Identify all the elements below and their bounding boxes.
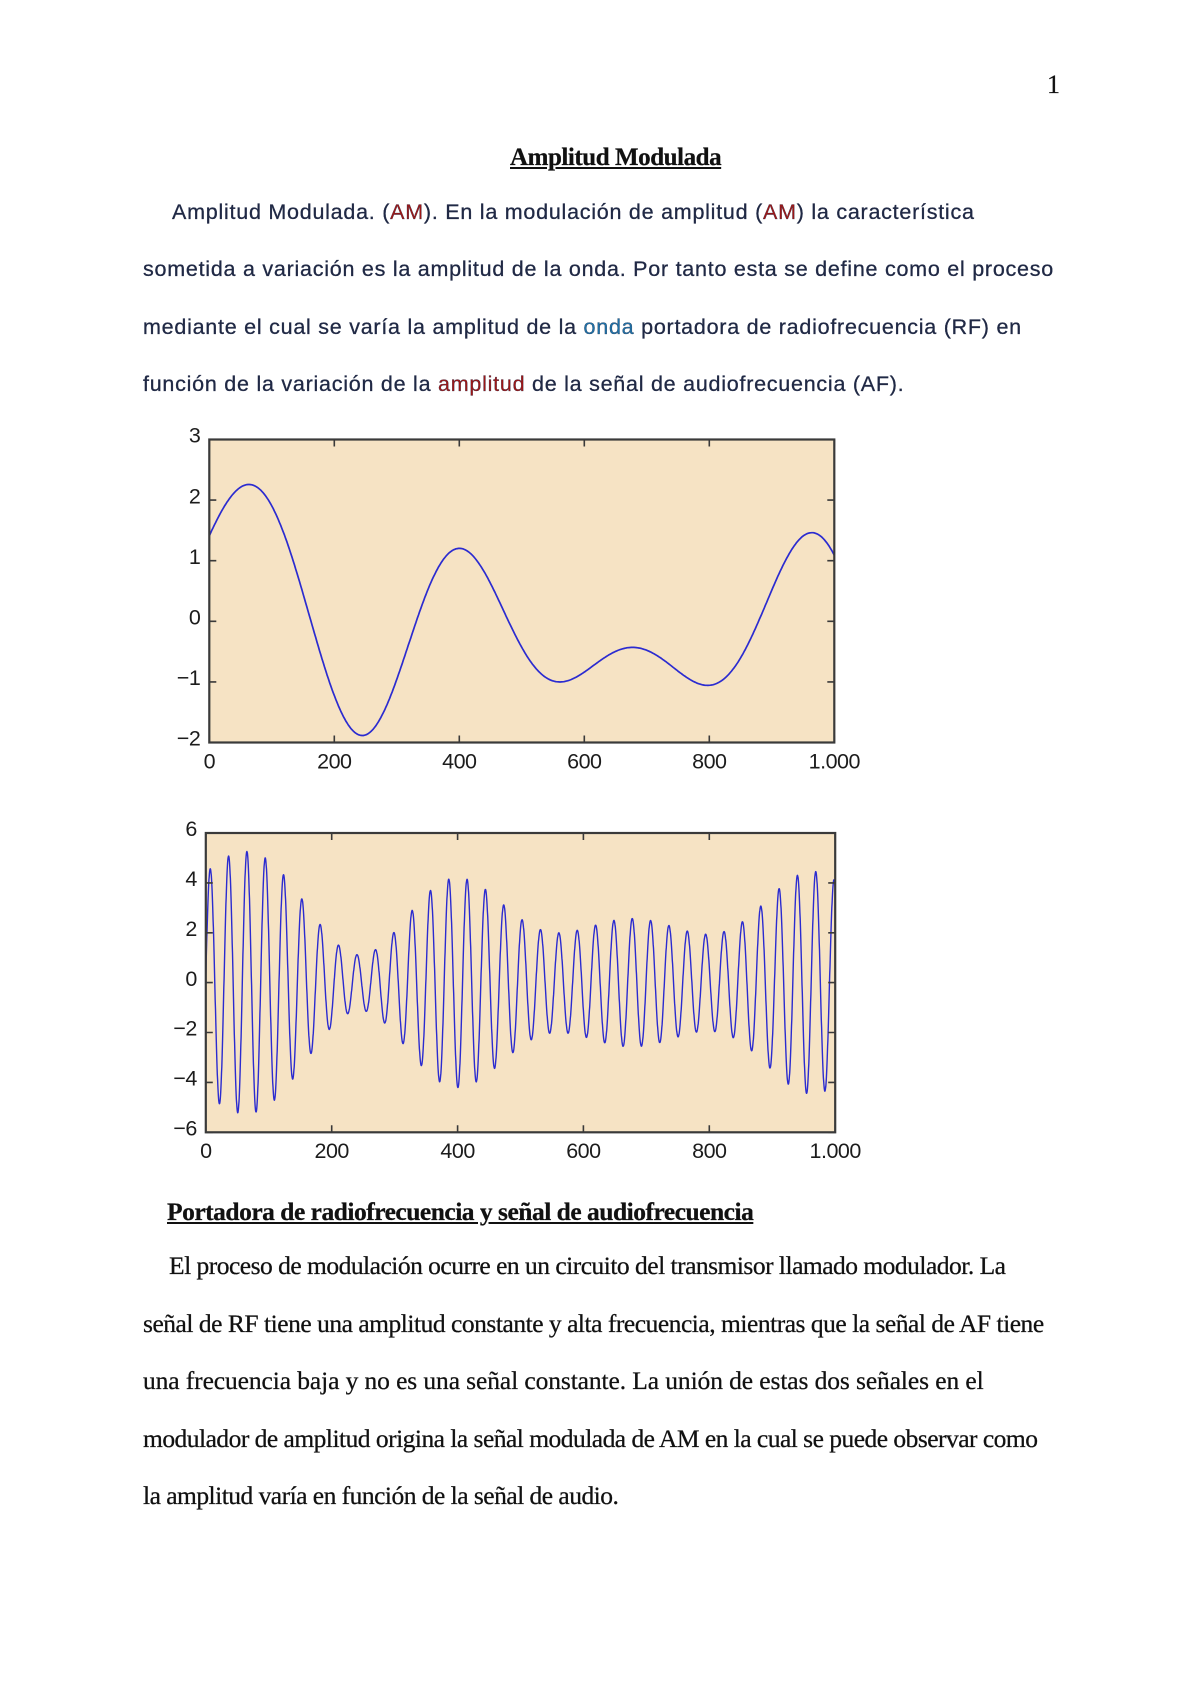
svg-text:2: 2 bbox=[189, 484, 200, 508]
svg-text:1.000: 1.000 bbox=[810, 1139, 862, 1163]
svg-text:−2: −2 bbox=[177, 727, 201, 751]
svg-text:3: 3 bbox=[189, 424, 201, 448]
svg-text:−1: −1 bbox=[177, 666, 201, 690]
svg-text:600: 600 bbox=[567, 750, 602, 774]
svg-text:800: 800 bbox=[692, 1139, 727, 1163]
svg-text:−6: −6 bbox=[173, 1117, 197, 1141]
svg-text:600: 600 bbox=[566, 1139, 601, 1163]
svg-text:1.000: 1.000 bbox=[809, 750, 861, 774]
svg-text:0: 0 bbox=[185, 967, 197, 991]
svg-text:0: 0 bbox=[204, 750, 216, 774]
svg-text:0: 0 bbox=[200, 1139, 212, 1163]
svg-text:4: 4 bbox=[185, 867, 197, 891]
svg-text:2: 2 bbox=[185, 917, 196, 941]
svg-text:400: 400 bbox=[440, 1139, 475, 1163]
svg-text:1: 1 bbox=[189, 545, 200, 569]
svg-text:800: 800 bbox=[692, 750, 727, 774]
svg-text:0: 0 bbox=[189, 606, 201, 630]
svg-text:−4: −4 bbox=[173, 1067, 197, 1091]
svg-text:−2: −2 bbox=[173, 1017, 197, 1041]
svg-text:200: 200 bbox=[317, 750, 352, 774]
svg-text:400: 400 bbox=[442, 750, 477, 774]
svg-text:200: 200 bbox=[315, 1139, 350, 1163]
svg-text:6: 6 bbox=[185, 817, 197, 841]
